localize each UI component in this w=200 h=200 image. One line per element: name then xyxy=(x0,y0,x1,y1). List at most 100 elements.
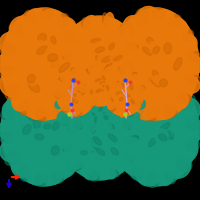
Ellipse shape xyxy=(111,106,121,118)
Ellipse shape xyxy=(75,50,89,63)
Ellipse shape xyxy=(142,105,148,117)
Ellipse shape xyxy=(130,167,143,180)
Ellipse shape xyxy=(80,93,89,101)
Ellipse shape xyxy=(107,74,119,83)
Ellipse shape xyxy=(68,30,84,41)
Ellipse shape xyxy=(160,79,167,87)
Ellipse shape xyxy=(5,85,19,100)
Ellipse shape xyxy=(61,35,89,54)
Ellipse shape xyxy=(92,116,97,123)
Ellipse shape xyxy=(19,166,30,181)
Ellipse shape xyxy=(136,9,148,25)
Ellipse shape xyxy=(118,67,130,79)
Ellipse shape xyxy=(104,116,108,120)
Ellipse shape xyxy=(137,96,160,120)
Ellipse shape xyxy=(67,25,86,45)
Ellipse shape xyxy=(87,114,94,120)
Ellipse shape xyxy=(115,118,132,136)
Ellipse shape xyxy=(91,111,96,118)
Ellipse shape xyxy=(80,84,86,87)
Ellipse shape xyxy=(68,95,74,101)
Ellipse shape xyxy=(119,116,129,130)
Ellipse shape xyxy=(119,81,127,88)
Ellipse shape xyxy=(95,104,102,110)
Ellipse shape xyxy=(90,98,97,103)
Ellipse shape xyxy=(95,47,105,53)
Ellipse shape xyxy=(130,85,140,96)
Ellipse shape xyxy=(152,71,165,88)
Ellipse shape xyxy=(167,54,185,71)
Ellipse shape xyxy=(0,132,12,143)
Ellipse shape xyxy=(91,86,97,92)
Ellipse shape xyxy=(103,85,107,88)
Ellipse shape xyxy=(160,122,170,131)
Ellipse shape xyxy=(114,81,122,85)
Ellipse shape xyxy=(40,74,63,99)
Ellipse shape xyxy=(91,138,96,149)
Ellipse shape xyxy=(147,173,160,187)
Ellipse shape xyxy=(23,76,42,94)
Ellipse shape xyxy=(87,93,97,103)
Ellipse shape xyxy=(102,164,116,179)
Ellipse shape xyxy=(69,58,84,79)
Ellipse shape xyxy=(122,154,147,176)
Ellipse shape xyxy=(63,43,80,61)
Ellipse shape xyxy=(79,87,86,95)
Ellipse shape xyxy=(69,95,83,108)
Ellipse shape xyxy=(70,107,82,116)
Ellipse shape xyxy=(24,10,35,24)
Ellipse shape xyxy=(113,72,137,95)
Ellipse shape xyxy=(76,111,82,116)
Ellipse shape xyxy=(84,72,89,77)
Ellipse shape xyxy=(118,86,130,99)
Ellipse shape xyxy=(59,78,64,81)
Ellipse shape xyxy=(110,82,122,90)
Ellipse shape xyxy=(124,88,145,110)
Ellipse shape xyxy=(90,171,99,181)
Ellipse shape xyxy=(136,161,161,186)
Ellipse shape xyxy=(182,30,193,41)
Ellipse shape xyxy=(155,129,168,143)
Ellipse shape xyxy=(108,102,117,109)
Ellipse shape xyxy=(66,31,77,43)
Ellipse shape xyxy=(55,92,61,98)
Ellipse shape xyxy=(82,111,89,120)
Ellipse shape xyxy=(158,134,167,141)
Ellipse shape xyxy=(98,79,105,85)
Ellipse shape xyxy=(147,37,154,45)
Ellipse shape xyxy=(88,89,94,94)
Ellipse shape xyxy=(66,153,88,169)
Ellipse shape xyxy=(126,110,133,118)
Ellipse shape xyxy=(149,42,161,55)
Ellipse shape xyxy=(95,86,103,93)
Ellipse shape xyxy=(157,39,176,54)
Ellipse shape xyxy=(90,133,102,147)
Ellipse shape xyxy=(117,94,121,100)
Ellipse shape xyxy=(121,84,127,87)
Ellipse shape xyxy=(162,109,169,116)
Ellipse shape xyxy=(71,68,81,77)
Ellipse shape xyxy=(107,77,112,82)
Ellipse shape xyxy=(104,92,109,98)
Ellipse shape xyxy=(111,148,118,155)
Ellipse shape xyxy=(104,115,109,119)
Ellipse shape xyxy=(103,66,113,78)
Ellipse shape xyxy=(83,70,99,89)
Ellipse shape xyxy=(45,46,58,65)
Ellipse shape xyxy=(128,113,133,117)
Ellipse shape xyxy=(135,76,149,90)
Ellipse shape xyxy=(80,66,120,106)
Ellipse shape xyxy=(73,95,78,101)
Ellipse shape xyxy=(0,43,15,55)
Ellipse shape xyxy=(131,101,142,114)
Ellipse shape xyxy=(136,74,161,99)
Ellipse shape xyxy=(115,90,120,96)
Ellipse shape xyxy=(11,83,34,107)
Ellipse shape xyxy=(102,76,105,80)
Ellipse shape xyxy=(78,86,86,92)
Ellipse shape xyxy=(118,94,124,102)
Ellipse shape xyxy=(68,96,76,103)
Ellipse shape xyxy=(119,23,127,35)
Ellipse shape xyxy=(82,75,92,82)
Ellipse shape xyxy=(123,107,129,110)
